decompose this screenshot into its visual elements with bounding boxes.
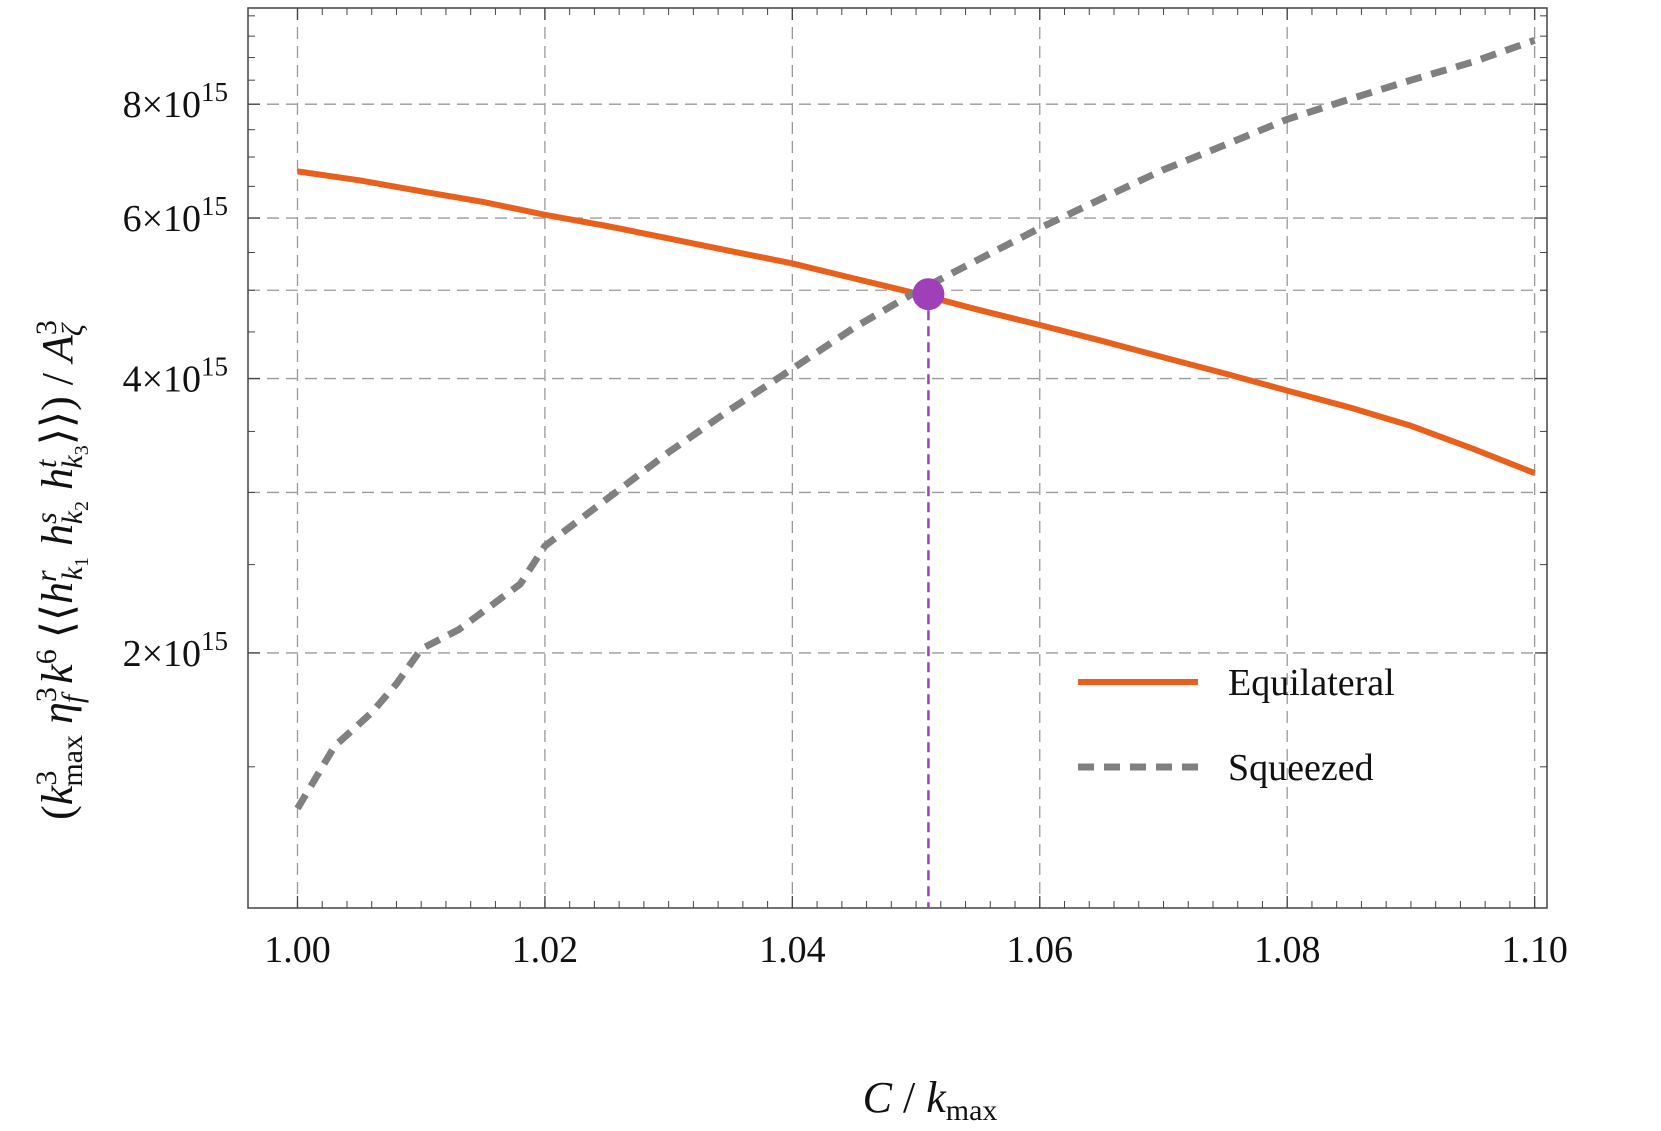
y-tick-label: 2×1015 xyxy=(123,626,228,675)
ticks: 1.00 1.02 1.04 1.06 1.08 1.10 2×1015 4×1015 6×10… xyxy=(123,8,1568,971)
series-line-squeezed xyxy=(294,36,1536,811)
grid xyxy=(248,8,1547,908)
marker-layer xyxy=(912,278,945,908)
x-tick-label: 1.06 xyxy=(1007,929,1074,971)
x-tick-label: 1.00 xyxy=(264,929,331,971)
y-tick-label: 4×1015 xyxy=(123,352,228,401)
x-axis-title: C / kmax xyxy=(863,1073,998,1127)
plot-frame xyxy=(247,7,1548,909)
y-axis-title: (k3max η3f k6 ⟨⟨hrk1 hsk2 htk3⟩⟩) / A3ζ xyxy=(30,320,93,820)
legend-label-equilateral: Equilateral xyxy=(1228,662,1395,704)
intersection-marker xyxy=(912,278,945,311)
y-tick-label: 8×1015 xyxy=(123,77,228,126)
legend-label-squeezed: Squeezed xyxy=(1228,747,1374,789)
legend: Equilateral Squeezed xyxy=(1078,662,1395,789)
x-tick-label: 1.08 xyxy=(1254,929,1321,971)
y-tick-label: 6×1015 xyxy=(123,191,228,240)
x-tick-label: 1.10 xyxy=(1501,929,1568,971)
x-tick-label: 1.02 xyxy=(512,929,579,971)
x-tick-label: 1.04 xyxy=(759,929,826,971)
series-line-equilateral xyxy=(297,168,1536,476)
